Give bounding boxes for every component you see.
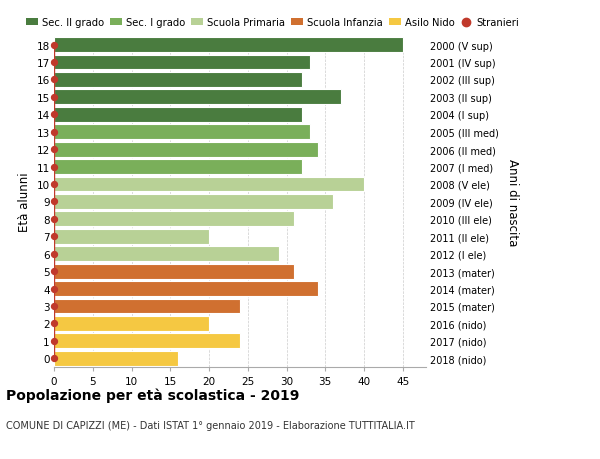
Text: COMUNE DI CAPIZZI (ME) - Dati ISTAT 1° gennaio 2019 - Elaborazione TUTTITALIA.IT: COMUNE DI CAPIZZI (ME) - Dati ISTAT 1° g… [6,420,415,430]
Bar [54,90,341,105]
Point [49,163,59,171]
Point [49,320,59,327]
Point [49,181,59,188]
Bar [54,334,240,348]
Bar [54,264,294,279]
Bar [54,73,302,88]
Bar [54,247,279,262]
Bar [54,125,310,140]
Y-axis label: Anni di nascita: Anni di nascita [506,158,519,246]
Text: Popolazione per età scolastica - 2019: Popolazione per età scolastica - 2019 [6,388,299,403]
Bar [54,212,294,227]
Legend: Sec. II grado, Sec. I grado, Scuola Primaria, Scuola Infanzia, Asilo Nido, Stran: Sec. II grado, Sec. I grado, Scuola Prim… [26,18,519,28]
Bar [54,230,209,244]
Point [49,198,59,206]
Point [49,233,59,241]
Bar [54,316,209,331]
Point [49,251,59,258]
Point [49,285,59,292]
Y-axis label: Età alunni: Età alunni [18,172,31,232]
Point [49,302,59,310]
Bar [54,142,317,157]
Bar [54,351,178,366]
Point [49,337,59,345]
Bar [54,177,364,192]
Bar [54,160,302,174]
Bar [54,107,302,123]
Point [49,129,59,136]
Bar [54,195,333,209]
Point [49,94,59,101]
Point [49,268,59,275]
Bar [54,281,317,297]
Point [49,216,59,223]
Bar [54,56,310,70]
Point [49,146,59,153]
Bar [54,38,403,53]
Point [49,42,59,49]
Point [49,77,59,84]
Point [49,112,59,119]
Point [49,355,59,362]
Point [49,59,59,67]
Bar [54,299,240,313]
